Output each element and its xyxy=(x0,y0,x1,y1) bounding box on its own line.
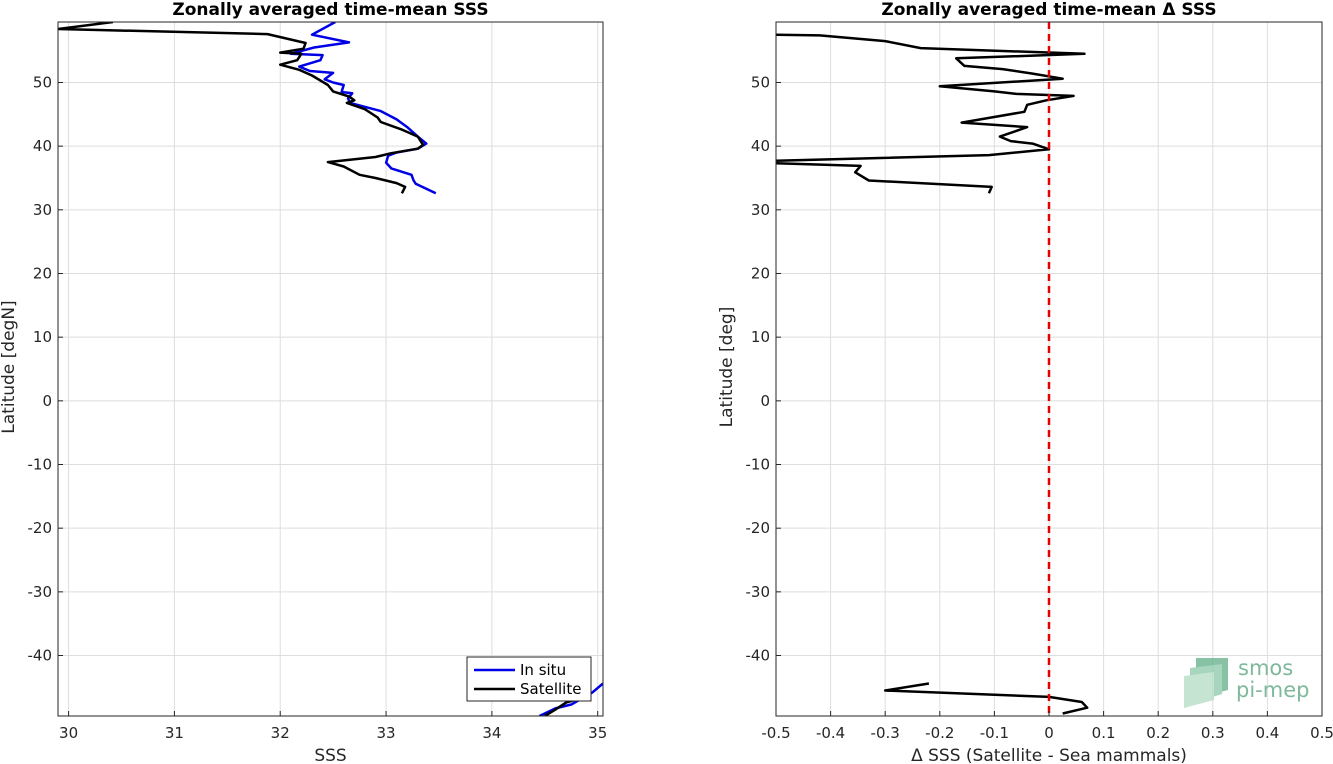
left-axes-frame xyxy=(57,21,604,717)
right-series xyxy=(776,33,1089,715)
right-grid xyxy=(775,22,1323,716)
left-panel: 30 31 32 33 34 35 -40 -30 -20 -10 0 10 20 30 40 50 Zona… xyxy=(0,0,607,764)
series-line-delta-sss-2 xyxy=(883,682,1089,715)
y-tick-label: 40 xyxy=(33,137,52,155)
y-tick-label: 20 xyxy=(751,264,770,282)
left-chart-title: Zonally averaged time-mean SSS xyxy=(172,0,488,20)
x-tick-label: 32 xyxy=(271,724,290,742)
x-tick-label: 0.1 xyxy=(1092,724,1116,742)
left-x-axis-label: SSS xyxy=(314,746,346,764)
x-tick-label: 31 xyxy=(165,724,184,742)
x-tick-label: -0.5 xyxy=(761,724,790,742)
right-chart-title: Zonally averaged time-mean Δ SSS xyxy=(881,0,1216,20)
y-tick-label: 0 xyxy=(42,392,52,410)
smos-pi-mep-logo: smos pi-mep xyxy=(1184,656,1309,708)
x-tick-label: 35 xyxy=(588,724,607,742)
x-tick-label: -0.3 xyxy=(871,724,900,742)
right-ticks: -0.5 -0.4 -0.3 -0.2 -0.1 0 0.1 0.2 0.3 0.4 0.5 -40 -… xyxy=(746,73,1333,742)
y-tick-label: 10 xyxy=(33,328,52,346)
y-tick-label: 10 xyxy=(751,328,770,346)
y-tick-label: 20 xyxy=(33,264,52,282)
y-tick-label: -20 xyxy=(746,519,771,537)
left-y-axis-label: Latitude [degN] xyxy=(0,300,19,433)
x-tick-label: 0.3 xyxy=(1201,724,1225,742)
y-tick-label: -30 xyxy=(28,583,53,601)
series-line-in-situ-1 xyxy=(538,682,603,716)
y-tick-label: -10 xyxy=(28,456,53,474)
x-tick-label: 30 xyxy=(59,724,78,742)
series-line-in-situ-0 xyxy=(289,22,437,195)
right-x-axis-label: Δ SSS (Satellite - Sea mammals) xyxy=(911,746,1187,764)
legend-label-in-situ: In situ xyxy=(520,661,566,679)
y-tick-label: -40 xyxy=(28,647,53,665)
right-panel: -0.5 -0.4 -0.3 -0.2 -0.1 0 0.1 0.2 0.3 0.4 0.5 -40 -… xyxy=(717,0,1333,764)
x-tick-label: 33 xyxy=(377,724,396,742)
y-tick-label: 30 xyxy=(33,201,52,219)
y-tick-label: 50 xyxy=(33,73,52,91)
x-tick-label: 0.4 xyxy=(1255,724,1279,742)
x-tick-label: 0 xyxy=(1044,724,1054,742)
x-tick-label: -0.1 xyxy=(980,724,1009,742)
left-grid xyxy=(58,22,603,716)
series-line-delta-sss-0 xyxy=(776,33,1086,163)
legend-label-satellite: Satellite xyxy=(520,680,581,698)
y-tick-label: 30 xyxy=(751,201,770,219)
y-tick-label: 0 xyxy=(760,392,770,410)
y-tick-label: -10 xyxy=(746,456,771,474)
y-tick-label: -40 xyxy=(746,647,771,665)
x-tick-label: 0.2 xyxy=(1146,724,1170,742)
x-tick-label: -0.2 xyxy=(925,724,954,742)
series-line-delta-sss-1 xyxy=(776,162,993,194)
x-tick-label: -0.4 xyxy=(816,724,845,742)
right-y-axis-label: Latitude [deg] xyxy=(717,307,737,428)
x-tick-label: 34 xyxy=(482,724,501,742)
logo-waves-icon xyxy=(1184,658,1228,708)
y-tick-label: -30 xyxy=(746,583,771,601)
y-tick-label: -20 xyxy=(28,519,53,537)
legend: In situ Satellite xyxy=(466,656,592,702)
left-series xyxy=(58,22,603,716)
legend-box xyxy=(466,656,592,702)
series-line-satellite-0 xyxy=(58,22,425,194)
logo-text-line2: pi-mep xyxy=(1236,678,1309,702)
logo-text-line1: smos xyxy=(1238,656,1293,680)
x-tick-label: 0.5 xyxy=(1310,724,1333,742)
y-tick-label: 40 xyxy=(751,137,770,155)
left-ticks: 30 31 32 33 34 35 -40 -30 -20 -10 0 10 20 30 40 50 xyxy=(28,73,608,742)
y-tick-label: 50 xyxy=(751,73,770,91)
